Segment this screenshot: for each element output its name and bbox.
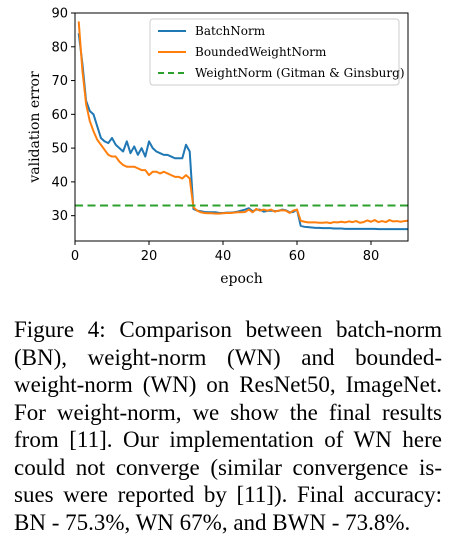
plot-area <box>75 21 408 231</box>
y-tick-label: 30 <box>51 209 68 224</box>
caption-line: could not converge (similar convergence … <box>14 454 442 480</box>
x-tick-label: 20 <box>141 249 158 264</box>
y-axis-label: validation error <box>27 71 43 184</box>
y-tick-label: 60 <box>51 108 68 123</box>
caption-line: sues were reported by [11]). Final accur… <box>14 482 442 507</box>
axes: 0 20 40 60 80 30 40 50 60 70 80 90 epoch validation e… <box>27 7 409 287</box>
y-tick-label: 70 <box>51 74 68 89</box>
legend-label-2: WeightNorm (Gitman & Ginsburg) <box>195 66 405 80</box>
chart-svg: 0 20 40 60 80 30 40 50 60 70 80 90 epoch validation e… <box>27 7 409 287</box>
y-tick-label: 50 <box>51 142 68 157</box>
caption-line: BN - 75.3%, WN 67%, and BWN - 73.8%. <box>14 509 411 535</box>
plot-frame <box>74 12 409 242</box>
legend: BatchNorm BoundedWeightNorm WeightNorm (Gi… <box>149 18 405 86</box>
x-axis-label: epoch <box>220 271 263 287</box>
legend-label-1: BoundedWeightNorm <box>195 45 327 59</box>
caption-line: Figure 4: Comparison between batch-norm <box>14 317 442 342</box>
caption-line: For weight-norm, we show the final resul… <box>14 399 442 425</box>
y-tick-label: 90 <box>51 7 68 22</box>
y-tick-label: 80 <box>51 40 68 55</box>
x-tick-label: 40 <box>215 249 232 264</box>
legend-label-0: BatchNorm <box>195 24 266 38</box>
figure-caption: Figure 4: Comparison between batch-norm(… <box>14 316 442 536</box>
x-tick-label: 60 <box>289 249 306 264</box>
x-tick-label: 0 <box>71 249 79 264</box>
series-line-0 <box>77 33 408 231</box>
series-line-1 <box>77 21 408 225</box>
caption-line: weight-norm (WN) on ResNet50, ImageNet. <box>14 372 442 397</box>
caption-line: from [11]. Our implementation of WN here <box>14 427 442 452</box>
caption-line: (BN), weight-norm (WN) and bounded- <box>14 344 442 370</box>
x-tick-label: 80 <box>363 249 380 264</box>
legend-box <box>149 18 400 86</box>
figure-chart: 0 20 40 60 80 30 40 50 60 70 80 90 epoch validation e… <box>27 7 409 287</box>
y-tick-label: 40 <box>51 175 68 190</box>
